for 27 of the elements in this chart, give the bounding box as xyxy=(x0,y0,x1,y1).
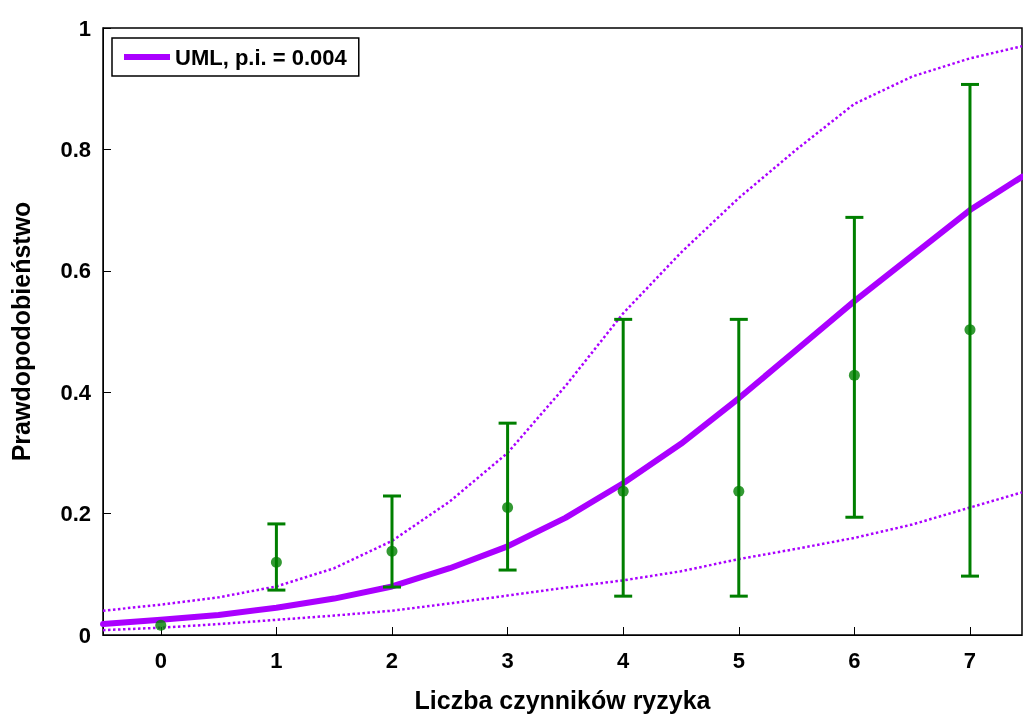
x-tick-label: 5 xyxy=(732,647,745,673)
point xyxy=(617,485,629,497)
legend-label: UML, p.i. = 0.004 xyxy=(175,44,348,70)
x-tick-label: 3 xyxy=(501,647,514,673)
y-tick-label: 1 xyxy=(78,15,91,41)
y-tick-label: 0 xyxy=(78,622,91,648)
point xyxy=(155,619,167,631)
y-tick-label: 0.6 xyxy=(60,258,91,284)
line-series xyxy=(101,44,1023,612)
x-tick-label: 7 xyxy=(963,647,977,673)
x-tick-label: 6 xyxy=(848,647,861,673)
point xyxy=(733,485,745,497)
point xyxy=(964,324,976,336)
point xyxy=(386,545,398,557)
x-tick-label: 0 xyxy=(154,647,167,673)
y-axis-title: Prawdopodobieństwo xyxy=(6,201,35,462)
point xyxy=(502,502,514,514)
x-tick-label: 1 xyxy=(270,647,283,673)
x-tick-label: 2 xyxy=(385,647,399,673)
line-series xyxy=(101,491,1023,632)
y-tick-label: 0.4 xyxy=(60,379,92,405)
y-tick-label: 0.2 xyxy=(60,501,91,527)
point xyxy=(848,369,860,381)
point xyxy=(270,556,282,568)
y-tick-label: 0.8 xyxy=(60,136,91,162)
x-axis-title: Liczba czynników ryzyka xyxy=(414,685,712,714)
x-tick-label: 4 xyxy=(617,647,631,673)
